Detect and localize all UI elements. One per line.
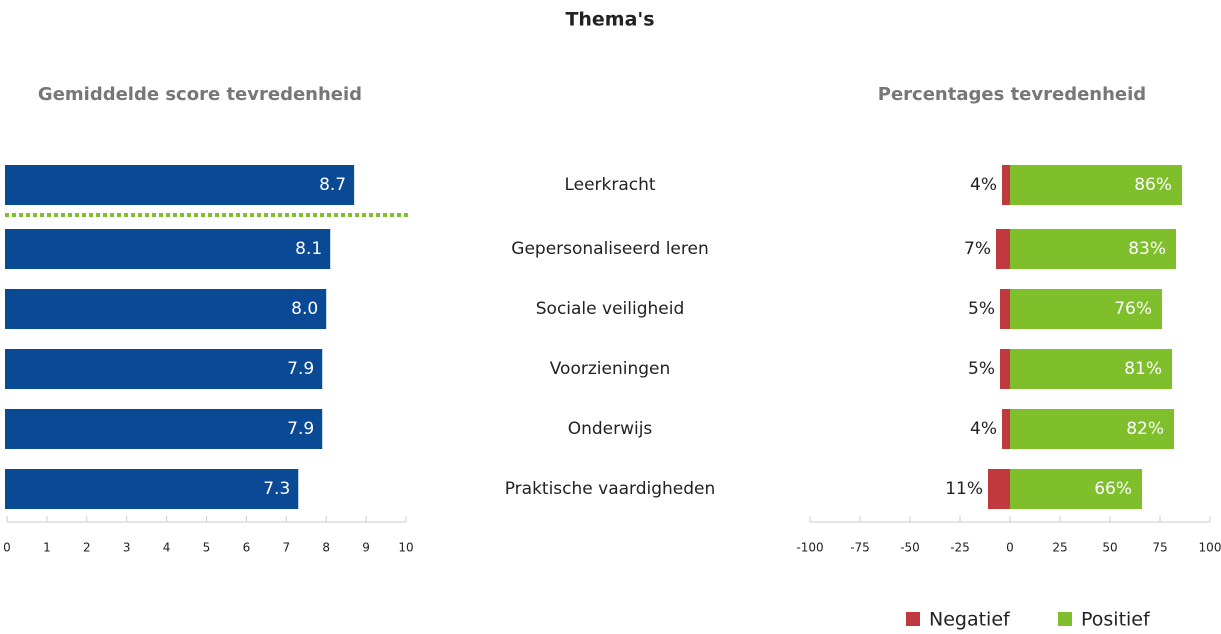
x-tick-label: 100 [1199,541,1221,555]
value-label: 8.0 [291,299,318,319]
bar-negative [1000,349,1010,389]
value-label: 76% [1114,299,1152,319]
x-tick-label: 2 [83,541,91,555]
x-tick-label: 6 [243,541,251,555]
x-tick-label: 0 [1006,541,1014,555]
legend-swatch [906,612,920,626]
bar [5,165,355,205]
bar-positive [1010,349,1172,389]
x-tick-label: 25 [1052,541,1067,555]
bar-positive [1010,409,1174,449]
bar-negative [988,469,1010,509]
category-label: Leerkracht [564,175,655,195]
legend-swatch [1058,612,1072,626]
value-label: 5% [968,359,995,379]
x-tick-label: 75 [1152,541,1167,555]
bar-positive [1010,289,1162,329]
chart-title: Percentages tevredenheid [878,84,1146,105]
bar-positive [1010,469,1142,509]
value-label: 5% [968,299,995,319]
value-label: 11% [945,479,983,499]
value-label: 82% [1126,419,1164,439]
value-label: 66% [1094,479,1132,499]
value-label: 7% [964,239,991,259]
x-tick-label: 4 [163,541,171,555]
value-label: 7.9 [287,359,314,379]
value-label: 7.3 [263,479,290,499]
legend-label: Positief [1081,609,1151,631]
category-label: Voorzieningen [550,359,671,379]
category-label: Praktische vaardigheden [505,479,716,499]
bar [5,229,331,269]
value-label: 86% [1134,175,1172,195]
bar-negative [996,229,1010,269]
chart-title: Gemiddelde score tevredenheid [38,84,362,105]
bar-positive [1010,229,1176,269]
x-tick-label: 0 [3,541,11,555]
x-tick-label: 1 [43,541,51,555]
page-title: Thema's [565,9,654,31]
bar-negative [1000,289,1010,329]
bar [5,469,299,509]
category-label: Onderwijs [568,419,653,439]
value-label: 4% [970,175,997,195]
category-label: Gepersonaliseerd leren [511,239,708,259]
x-tick-label: -100 [796,541,823,555]
legend-label: Negatief [929,609,1011,631]
bar [5,349,323,389]
bar-positive [1010,165,1182,205]
value-label: 7.9 [287,419,314,439]
x-tick-label: 9 [362,541,370,555]
x-tick-label: -25 [950,541,970,555]
category-label: Sociale veiligheid [536,299,685,319]
bar-negative [1002,409,1010,449]
x-tick-label: -75 [850,541,870,555]
x-tick-label: 3 [123,541,131,555]
bar [5,409,323,449]
bar-negative [1002,165,1010,205]
x-tick-label: 8 [322,541,330,555]
value-label: 4% [970,419,997,439]
x-tick-label: 5 [203,541,211,555]
value-label: 81% [1124,359,1162,379]
x-tick-label: 10 [398,541,413,555]
value-label: 8.1 [295,239,322,259]
bar [5,289,327,329]
value-label: 8.7 [319,175,346,195]
x-tick-label: 50 [1102,541,1117,555]
x-tick-label: -50 [900,541,920,555]
x-tick-label: 7 [282,541,290,555]
value-label: 83% [1128,239,1166,259]
